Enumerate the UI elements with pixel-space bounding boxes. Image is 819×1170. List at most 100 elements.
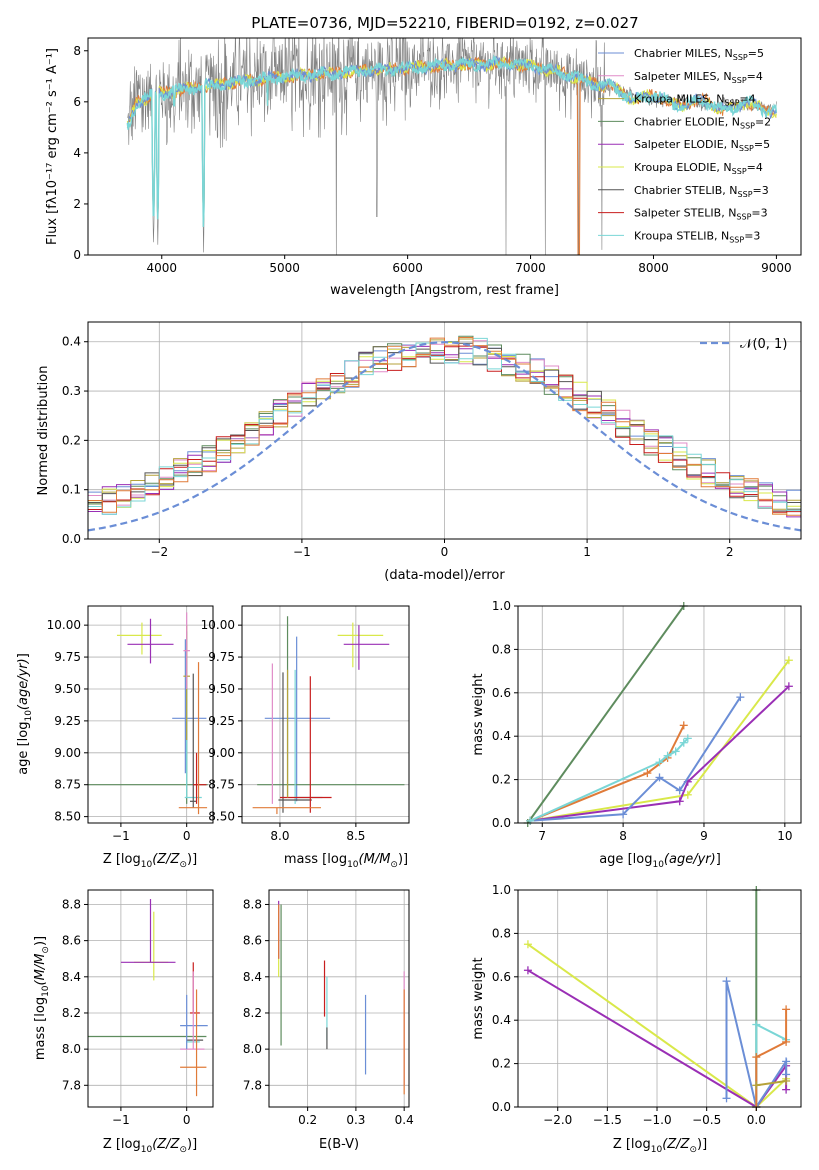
label-part: (Z/Z: [662, 1137, 690, 1152]
weight-line: [529, 737, 689, 822]
legend-text: =4: [739, 93, 755, 106]
y-axis-label: Normed distribution: [36, 366, 51, 496]
axes-frame: [517, 889, 802, 1108]
y-tick-label: 8.2: [62, 1006, 81, 1020]
x-tick-label: 5000: [269, 261, 300, 275]
y-tick-label: 9.25: [54, 714, 81, 728]
label-part: )]: [187, 1137, 197, 1152]
y-tick-label: 8.50: [54, 810, 81, 824]
legend-label: Kroupa STELIB, NSSP=3: [634, 229, 760, 244]
legend-text: Chabrier ELODIE, N: [634, 115, 740, 128]
x-tick-label: −0.5: [692, 1113, 721, 1127]
weight-vs-z-panel: −2.0 −1.5 −1.0 −0.5 0.0 0.0 0.2 0.4 0.6 0.8 1.0 mas…: [471, 883, 802, 1155]
y-tick-label: 0.4: [62, 335, 81, 349]
x-tick-label: 0: [183, 1113, 191, 1127]
legend-label: Kroupa MILES, NSSP=4: [634, 93, 756, 108]
x-tick-label: −2: [150, 545, 168, 559]
legend-text: Kroupa MILES, N: [634, 93, 724, 106]
label-sub: 10: [41, 985, 51, 997]
legend-sub: SSP: [732, 167, 747, 176]
axes-frame: [241, 605, 410, 824]
x-tick-label: 10: [777, 829, 792, 843]
y-tick-label: 8.50: [208, 810, 235, 824]
legend-text: =2: [755, 115, 771, 128]
legend-text: Salpeter STELIB, N: [634, 207, 736, 220]
legend-label: Salpeter ELODIE, NSSP=5: [634, 138, 770, 153]
mass-vs-ebv-plot-area: [278, 900, 405, 1095]
y-tick-label: 0.0: [492, 1100, 511, 1114]
x-tick-label: 8: [619, 829, 627, 843]
legend-label: Chabrier ELODIE, NSSP=2: [634, 115, 771, 130]
label-sub: 10: [24, 710, 34, 722]
label-part: ]: [716, 852, 721, 867]
legend-text: =4: [747, 161, 763, 174]
legend-sub: SSP: [729, 235, 744, 244]
y-tick-label: 0.1: [62, 483, 81, 497]
y-tick-label: 10.00: [201, 618, 235, 632]
x-tick-label: 9000: [761, 261, 792, 275]
x-tick-label: 8.5: [346, 829, 365, 843]
legend-label: 𝒩(0, 1): [740, 337, 787, 352]
y-tick-label: 1.0: [492, 883, 511, 897]
legend-label: Salpeter MILES, NSSP=4: [634, 70, 763, 85]
label-sub: ⊙: [41, 946, 51, 954]
y-tick-label: 8: [73, 44, 81, 58]
legend-text: Kroupa STELIB, N: [634, 229, 729, 242]
x-tick-label: −1.5: [593, 1113, 622, 1127]
y-tick-label: 7.8: [62, 1078, 81, 1092]
x-tick-label: −1: [293, 545, 311, 559]
label-part: Z [log: [103, 852, 141, 867]
label-part: (age/yr): [16, 658, 31, 710]
weight-vs-age-plot-area: [523, 602, 793, 827]
label-sub: 10: [651, 1145, 663, 1155]
axes-frame: [87, 37, 802, 256]
y-tick-label: 0.6: [492, 970, 511, 984]
legend-text: =3: [744, 229, 760, 242]
y-tick-label: 0.8: [492, 926, 511, 940]
legend-label: Chabrier STELIB, NSSP=3: [634, 184, 769, 199]
y-tick-label: 0.6: [492, 686, 511, 700]
y-tick-label: 0.0: [492, 816, 511, 830]
x-axis-label: E(B-V): [319, 1137, 359, 1152]
legend-text: Chabrier MILES, N: [634, 47, 733, 60]
legend-sub: SSP: [739, 144, 754, 153]
label-part: (Z/Z: [152, 1137, 180, 1152]
y-tick-label: 0.2: [492, 1057, 511, 1071]
label-sub: 10: [141, 860, 153, 870]
y-axis-label: mass weight: [471, 957, 486, 1039]
weight-line: [530, 696, 742, 822]
y-axis-label: Flux [fλ10⁻¹⁷ erg cm⁻² s⁻¹ A⁻¹]: [45, 48, 60, 245]
legend-text: Salpeter ELODIE, N: [634, 138, 739, 151]
y-tick-label: 0.4: [492, 729, 511, 743]
legend-sub: SSP: [736, 213, 751, 222]
y-tick-label: 1.0: [492, 599, 511, 613]
y-tick-label: 9.50: [208, 682, 235, 696]
x-tick-label: −1: [112, 829, 130, 843]
y-tick-label: 8.6: [243, 934, 262, 948]
y-tick-label: 8.0: [243, 1042, 262, 1056]
x-tick-label: −1.0: [642, 1113, 671, 1127]
legend-sub: SSP: [733, 53, 748, 62]
label-part: ]: [16, 653, 31, 658]
figure-title: PLATE=0736, MJD=52210, FIBERID=0192, z=0…: [251, 14, 638, 32]
legend-sub: SSP: [724, 99, 739, 108]
y-tick-label: 0.2: [492, 773, 511, 787]
legend-text: Salpeter MILES, N: [634, 70, 732, 83]
y-tick-label: 0: [73, 248, 81, 262]
y-tick-label: 9.75: [54, 650, 81, 664]
weight-line: [756, 1080, 787, 1087]
label-part: )]: [398, 852, 408, 867]
y-tick-label: 8.0: [62, 1042, 81, 1056]
y-axis-label: age [log10(age/yr)]: [16, 653, 34, 775]
y-tick-label: 6: [73, 95, 81, 109]
residual-histogram: [88, 337, 801, 515]
y-tick-label: 2: [73, 197, 81, 211]
x-tick-label: 2: [726, 545, 734, 559]
mass-vs-ebv-panel: 0.2 0.3 0.4 7.8 8.0 8.2 8.4 8.6 8.8 E(B-V): [243, 889, 414, 1152]
legend-sub: SSP: [740, 121, 755, 130]
weight-line: [529, 724, 685, 822]
y-tick-label: 8.2: [243, 1006, 262, 1020]
legend-text: =5: [748, 47, 764, 60]
y-tick-label: 8.4: [243, 970, 262, 984]
